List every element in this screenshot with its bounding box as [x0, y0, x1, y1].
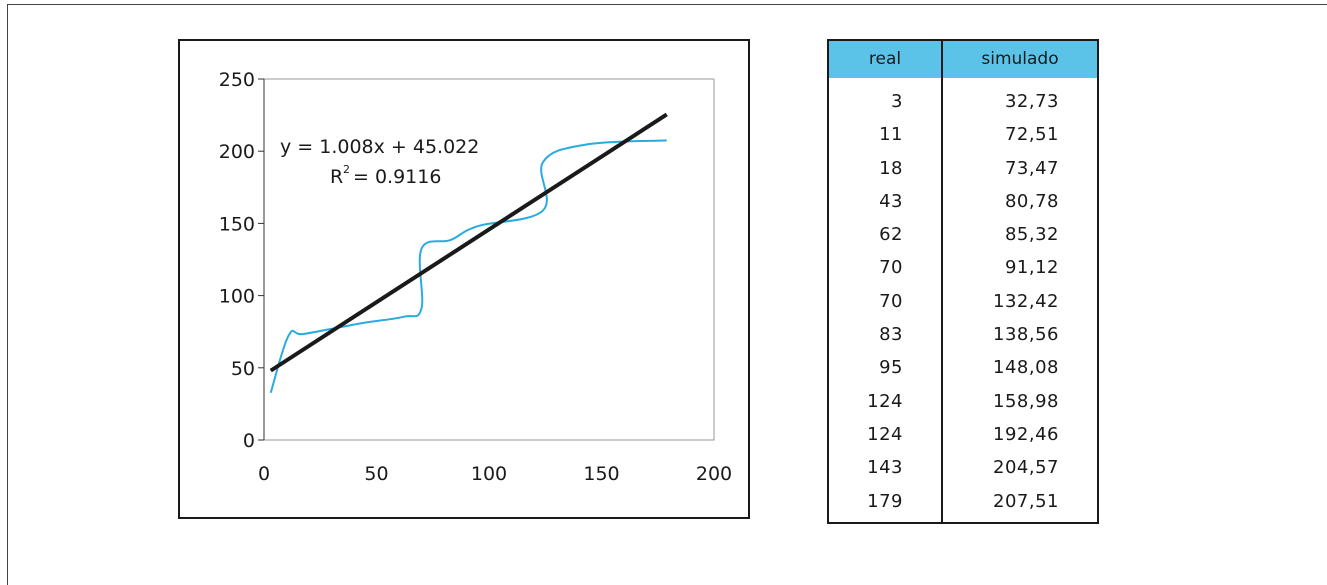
column-divider [941, 41, 943, 522]
chart-panel: 0 50 100 150 200 250 0 50 100 150 200 y = 1.008x + … [178, 39, 750, 519]
table-row: 95 148,08 [829, 351, 1097, 384]
table-row: 18 73,47 [829, 152, 1097, 185]
cell-simulado: 132,42 [993, 290, 1059, 312]
y-tick-label: 250 [219, 69, 255, 91]
cell-simulado: 204,57 [993, 457, 1059, 479]
table-row: 3 32,73 [829, 85, 1097, 118]
table-row: 83 138,56 [829, 318, 1097, 351]
cell-real: 70 [879, 257, 903, 279]
cell-real: 11 [879, 124, 903, 146]
trendline-equation: y = 1.008x + 45.022 [280, 136, 479, 158]
header-real: real [868, 49, 902, 69]
cell-simulado: 73,47 [1004, 157, 1059, 179]
x-tick-label: 50 [364, 463, 388, 485]
y-tick-label: 200 [219, 141, 255, 163]
cell-simulado: 148,08 [993, 357, 1059, 379]
y-tick-label: 0 [243, 430, 255, 452]
r-squared-label: R [330, 166, 343, 188]
plot-area [263, 78, 715, 441]
table-body: 3 32,73 11 72,51 18 73,47 43 80,78 62 85,32 70 91,1… [829, 85, 1097, 518]
x-tick-label: 200 [696, 463, 732, 485]
table-row: 143 204,57 [829, 451, 1097, 484]
y-tick-label: 150 [219, 213, 255, 235]
cell-simulado: 207,51 [993, 490, 1059, 512]
series-line-simulado [269, 139, 667, 394]
cell-real: 95 [879, 357, 903, 379]
cell-real: 3 [891, 91, 903, 112]
table-row: 124 158,98 [829, 385, 1097, 418]
table-row: 179 207,51 [829, 485, 1097, 518]
x-tick-label: 100 [471, 463, 507, 485]
r-squared-superscript: 2 [343, 163, 350, 176]
cell-simulado: 32,73 [1004, 91, 1059, 112]
header-simulado: simulado [981, 49, 1059, 69]
y-tick-label: 50 [231, 358, 255, 380]
cell-real: 179 [867, 490, 903, 512]
x-tick-label: 0 [258, 463, 270, 485]
cell-real: 83 [879, 324, 903, 346]
table-row: 43 80,78 [829, 185, 1097, 218]
table-row: 70 91,12 [829, 251, 1097, 284]
figure-frame [7, 4, 1327, 585]
table-row: 11 72,51 [829, 118, 1097, 151]
table-row: 70 132,42 [829, 285, 1097, 318]
table-header: real simulado [829, 41, 1097, 78]
cell-simulado: 85,32 [1004, 224, 1059, 246]
cell-real: 124 [867, 390, 903, 412]
cell-simulado: 158,98 [993, 390, 1059, 412]
r-squared-value: = 0.9116 [353, 166, 441, 188]
data-table: real simulado 3 32,73 11 72,51 18 73,47 43 80,7… [827, 39, 1099, 524]
trendline [269, 112, 668, 373]
line-chart: 0 50 100 150 200 250 0 50 100 150 200 y = 1.008x + … [219, 69, 732, 485]
cell-real: 18 [879, 157, 903, 179]
cell-real: 62 [879, 224, 903, 246]
y-tick-label: 100 [219, 286, 255, 308]
cell-simulado: 192,46 [993, 423, 1059, 445]
cell-real: 43 [879, 190, 903, 212]
cell-real: 124 [867, 423, 903, 445]
cell-simulado: 91,12 [1004, 257, 1059, 279]
cell-simulado: 80,78 [1004, 190, 1059, 212]
cell-real: 143 [867, 457, 903, 479]
cell-real: 70 [879, 290, 903, 312]
cell-simulado: 72,51 [1004, 124, 1059, 146]
table-row: 62 85,32 [829, 218, 1097, 251]
x-tick-label: 150 [583, 463, 619, 485]
table-row: 124 192,46 [829, 418, 1097, 451]
cell-simulado: 138,56 [993, 324, 1059, 346]
